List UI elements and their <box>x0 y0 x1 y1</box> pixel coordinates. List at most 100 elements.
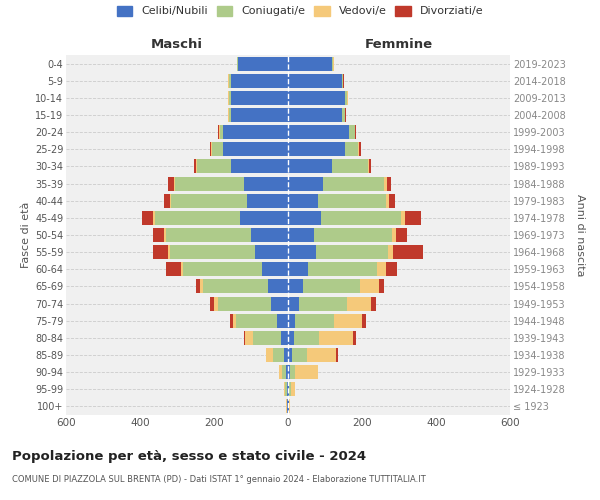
Bar <box>170 194 172 207</box>
Bar <box>292 348 307 362</box>
Bar <box>288 160 332 173</box>
Text: COMUNE DI PIAZZOLA SUL BRENTA (PD) - Dati ISTAT 1° gennaio 2024 - Elaborazione T: COMUNE DI PIAZZOLA SUL BRENTA (PD) - Dat… <box>12 475 426 484</box>
Bar <box>401 211 404 225</box>
Bar <box>307 348 336 362</box>
Bar <box>223 142 288 156</box>
Bar <box>288 365 290 379</box>
Bar <box>345 108 346 122</box>
Bar <box>291 382 295 396</box>
Bar <box>229 74 230 88</box>
Bar <box>166 262 181 276</box>
Bar <box>288 296 299 310</box>
Bar <box>299 296 347 310</box>
Bar <box>203 280 268 293</box>
Bar <box>332 160 368 173</box>
Bar <box>277 314 288 328</box>
Bar <box>349 125 355 139</box>
Bar <box>230 108 288 122</box>
Bar <box>386 194 389 207</box>
Bar <box>287 382 288 396</box>
Bar <box>353 331 356 345</box>
Bar <box>288 194 317 207</box>
Bar <box>253 331 281 345</box>
Bar <box>295 365 317 379</box>
Bar <box>153 245 168 259</box>
Bar <box>288 280 303 293</box>
Bar <box>168 245 170 259</box>
Legend: Celibi/Nubili, Coniugati/e, Vedovi/e, Divorziati/e: Celibi/Nubili, Coniugati/e, Vedovi/e, Di… <box>117 6 483 16</box>
Bar <box>392 228 396 242</box>
Bar <box>394 245 423 259</box>
Bar <box>211 142 212 156</box>
Bar <box>295 314 334 328</box>
Bar <box>319 331 353 345</box>
Bar <box>230 74 288 88</box>
Bar <box>155 211 240 225</box>
Bar <box>288 142 346 156</box>
Bar <box>388 245 394 259</box>
Bar <box>280 365 283 379</box>
Bar <box>247 194 288 207</box>
Bar <box>288 331 293 345</box>
Bar <box>211 296 214 310</box>
Bar <box>268 280 288 293</box>
Bar <box>323 176 384 190</box>
Bar <box>384 176 387 190</box>
Bar <box>233 314 236 328</box>
Bar <box>181 262 182 276</box>
Bar <box>229 108 230 122</box>
Bar <box>288 262 308 276</box>
Bar <box>359 142 361 156</box>
Y-axis label: Fasce di età: Fasce di età <box>20 202 31 268</box>
Bar <box>230 314 233 328</box>
Bar <box>316 245 388 259</box>
Bar <box>368 160 370 173</box>
Bar <box>288 74 341 88</box>
Bar <box>286 365 288 379</box>
Bar <box>244 176 288 190</box>
Bar <box>237 56 238 70</box>
Bar <box>386 262 397 276</box>
Bar <box>355 125 356 139</box>
Text: Maschi: Maschi <box>151 38 203 51</box>
Bar <box>153 211 155 225</box>
Bar <box>194 160 196 173</box>
Bar <box>142 211 153 225</box>
Bar <box>346 142 358 156</box>
Bar <box>358 142 359 156</box>
Bar <box>273 348 284 362</box>
Bar <box>396 228 407 242</box>
Bar <box>210 142 211 156</box>
Bar <box>293 331 319 345</box>
Bar <box>196 160 197 173</box>
Bar <box>218 296 271 310</box>
Bar <box>370 160 371 173</box>
Bar <box>251 228 288 242</box>
Bar <box>288 108 341 122</box>
Bar <box>288 400 289 413</box>
Bar <box>200 280 203 293</box>
Bar <box>285 382 287 396</box>
Bar <box>389 194 395 207</box>
Bar <box>262 262 288 276</box>
Bar <box>284 348 288 362</box>
Bar <box>169 176 174 190</box>
Bar <box>220 125 223 139</box>
Bar <box>238 56 288 70</box>
Bar <box>212 142 223 156</box>
Bar <box>314 228 392 242</box>
Bar <box>322 211 401 225</box>
Bar <box>266 348 273 362</box>
Bar <box>289 382 291 396</box>
Bar <box>230 160 288 173</box>
Bar <box>170 245 254 259</box>
Bar <box>290 365 295 379</box>
Bar <box>288 211 322 225</box>
Bar <box>341 74 343 88</box>
Bar <box>387 176 391 190</box>
Bar <box>175 176 244 190</box>
Bar <box>288 176 323 190</box>
Bar <box>288 348 292 362</box>
Bar <box>166 228 251 242</box>
Bar <box>244 331 245 345</box>
